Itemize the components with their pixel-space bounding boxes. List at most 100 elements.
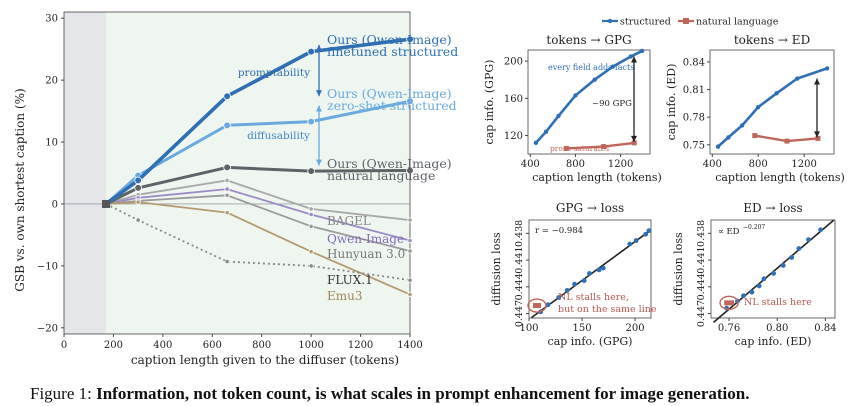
y-tick-label: 0.438 bbox=[696, 220, 707, 247]
data-point bbox=[135, 199, 141, 205]
data-point bbox=[406, 35, 414, 44]
series-line bbox=[105, 203, 411, 281]
data-point bbox=[135, 217, 141, 223]
x-tick-label: 0.84 bbox=[814, 323, 836, 334]
data-point bbox=[600, 265, 606, 271]
tokens-ed-title: tokens → ED bbox=[734, 33, 810, 47]
data-point bbox=[756, 283, 762, 289]
data-point bbox=[407, 217, 413, 223]
y-tick-label: −10 bbox=[37, 261, 58, 272]
y-tick-label: 0.441 bbox=[696, 246, 707, 273]
caption-prefix: Figure 1: bbox=[30, 384, 92, 403]
tokens-ed-y-label: cap info. (ED) bbox=[665, 64, 678, 141]
data-point bbox=[761, 276, 767, 282]
data-point bbox=[815, 135, 821, 141]
x-tick-label: 400 bbox=[703, 159, 722, 170]
x-tick-label: 150 bbox=[572, 323, 591, 334]
data-point bbox=[752, 133, 758, 139]
nl-point bbox=[536, 303, 542, 309]
x-tick-label: 0 bbox=[61, 340, 67, 351]
tokens-gpg-frame bbox=[527, 49, 651, 155]
annotation-power-law: ∝ ED bbox=[718, 227, 740, 237]
data-point bbox=[643, 231, 649, 237]
data-point bbox=[756, 104, 761, 110]
data-point bbox=[795, 76, 800, 81]
data-point bbox=[639, 48, 645, 54]
series-label: Ours (Qwen-Image) bbox=[327, 156, 452, 171]
nl-point bbox=[724, 300, 730, 306]
gpg-loss-title: GPG → loss bbox=[556, 201, 624, 215]
data-point bbox=[308, 249, 314, 255]
series-label: Emu3 bbox=[327, 289, 363, 303]
data-point bbox=[631, 140, 637, 146]
origin-marker bbox=[102, 199, 111, 208]
series-ours-qwen-image- bbox=[102, 97, 414, 208]
x-axis-label: caption length given to the diffuser (to… bbox=[131, 353, 399, 367]
y-tick-label: 120 bbox=[504, 131, 523, 142]
y-tick-label: 20 bbox=[45, 76, 58, 87]
x-tick-label: 1200 bbox=[791, 159, 816, 170]
data-point bbox=[581, 278, 587, 283]
data-point bbox=[780, 263, 786, 268]
data-point bbox=[587, 271, 592, 276]
y-tick-label: 160 bbox=[504, 94, 523, 105]
gpg-loss-x-label: cap info. (GPG) bbox=[548, 335, 633, 348]
promptability-arrow-head bbox=[316, 90, 322, 97]
nl-point bbox=[532, 303, 538, 309]
tokens-ed-natural-series bbox=[752, 133, 821, 144]
x-tick-label: 400 bbox=[153, 340, 172, 351]
data-point bbox=[134, 176, 142, 185]
plot-background bbox=[64, 12, 410, 334]
data-point bbox=[407, 237, 413, 244]
data-point bbox=[774, 91, 779, 96]
x-tick-label: 600 bbox=[203, 340, 222, 351]
data-point bbox=[633, 238, 639, 243]
annotation-diffusability: diffusability bbox=[247, 130, 310, 142]
data-point bbox=[134, 184, 142, 192]
data-point bbox=[407, 248, 413, 254]
annotation-nl-stalls: NL stalls here, bbox=[558, 292, 629, 303]
x-tick-label: 0.80 bbox=[766, 323, 788, 334]
data-point bbox=[596, 267, 602, 273]
y-tick-label: −20 bbox=[37, 323, 58, 334]
series-label: FLUX.1 bbox=[327, 273, 373, 287]
x-tick-label: 1200 bbox=[348, 340, 373, 351]
data-point bbox=[818, 227, 823, 233]
annotation-prose-saturates: prose saturates bbox=[550, 144, 609, 153]
y-tick-label: 0.444 bbox=[514, 273, 525, 300]
data-point bbox=[224, 186, 230, 192]
data-point bbox=[308, 211, 314, 218]
figure-caption: Figure 1: Information, not token count, … bbox=[30, 382, 860, 406]
series-label: BAGEL bbox=[327, 214, 371, 228]
promptability-arrow-tail bbox=[316, 44, 322, 51]
x-tick-label: 0.76 bbox=[718, 323, 740, 334]
series-label-sub: zero-shot structured bbox=[327, 98, 457, 113]
data-point bbox=[543, 129, 549, 134]
tokens-ed-x-label: caption length (tokens) bbox=[715, 171, 845, 184]
data-point bbox=[556, 113, 561, 119]
data-point bbox=[646, 228, 652, 234]
y-tick-label: 0.447 bbox=[514, 300, 525, 327]
data-point bbox=[824, 66, 830, 71]
series-label: Ours (Qwen-Image) bbox=[327, 86, 452, 101]
ed-loss-x-label: cap info. (ED) bbox=[735, 335, 812, 348]
y-tick-label: 10 bbox=[45, 138, 58, 149]
x-tick-label: 200 bbox=[626, 323, 645, 334]
y-tick-label: 0 bbox=[52, 199, 58, 210]
gpg-gap-arrow-tail bbox=[631, 56, 637, 63]
legend-label-natural: natural language bbox=[696, 17, 779, 28]
nl-point bbox=[728, 300, 734, 306]
y-tick-label: 0.75 bbox=[683, 140, 705, 151]
diffusability-arrow-head bbox=[316, 159, 322, 166]
x-tick-label: 1200 bbox=[608, 159, 633, 170]
tokens-gpg-x-label: caption length (tokens) bbox=[532, 171, 662, 184]
x-tick-label: 1400 bbox=[397, 340, 422, 351]
x-tick-label: 100 bbox=[519, 323, 538, 334]
x-tick-label: 800 bbox=[252, 340, 271, 351]
annotation-r-value: r = −0.984 bbox=[535, 226, 583, 236]
ed-gap-arrow-head bbox=[814, 131, 820, 138]
data-point bbox=[224, 177, 230, 184]
x-tick-label: 800 bbox=[566, 159, 585, 170]
series-line bbox=[534, 49, 643, 144]
